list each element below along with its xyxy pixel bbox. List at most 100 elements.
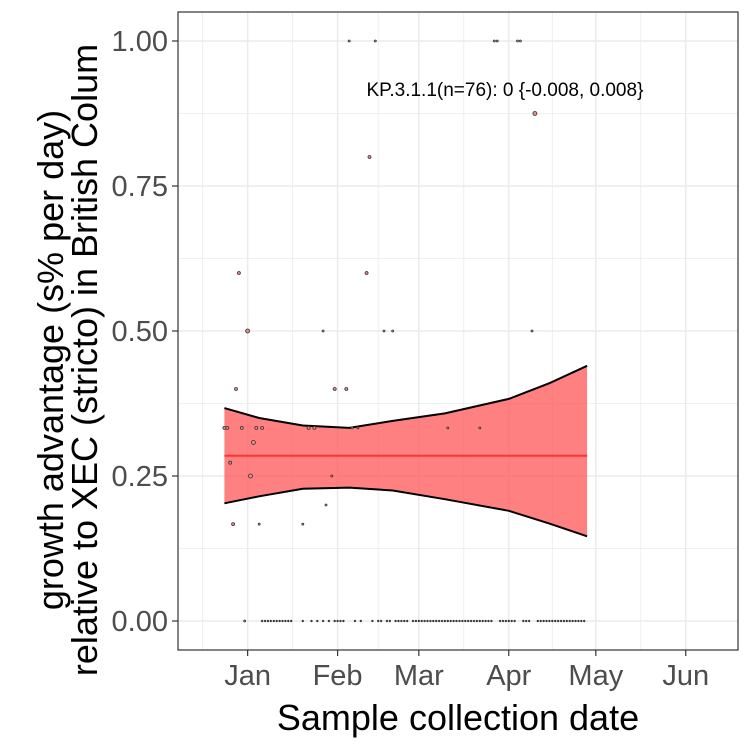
x-axis-label: Sample collection date [277,697,639,738]
data-point [281,619,284,623]
data-point [330,474,334,478]
data-point [356,426,360,430]
data-point [260,619,264,623]
data-point [301,522,305,526]
data-point [391,329,395,333]
x-tick-label: Apr [486,660,531,692]
data-point [525,619,528,623]
data-point [510,619,513,623]
data-point [507,619,510,623]
data-point [385,619,389,623]
data-point [490,619,493,623]
data-point [449,619,452,623]
y-tick-label: 0.75 [112,171,168,203]
data-point [452,619,455,623]
data-point [536,619,539,623]
data-point [481,619,484,623]
data-point [513,619,516,623]
data-point [562,619,566,623]
data-point [530,329,534,333]
y-tick-label: 0.50 [112,316,168,348]
data-point [545,619,548,623]
data-point [532,111,538,116]
data-point [458,619,461,623]
data-point [306,425,311,430]
data-point [420,619,423,623]
x-tick-label: Mar [394,660,444,692]
data-point [577,619,580,623]
data-point [574,619,577,623]
data-point [379,619,383,623]
data-point [495,39,499,43]
data-point [336,619,339,623]
confidence-band [224,365,588,537]
data-point [487,619,490,623]
data-point [321,329,325,333]
data-point [478,619,481,623]
data-point [551,619,554,623]
data-point [504,619,508,623]
data-point [501,619,505,623]
data-point [539,619,542,623]
data-point [397,619,400,623]
x-tick-label: Jan [224,660,271,692]
data-point [443,619,447,623]
data-point [406,619,409,623]
data-point [239,425,244,430]
data-point [332,387,337,391]
data-point [440,619,444,623]
data-point [333,619,336,623]
data-point [342,619,345,623]
data-point [321,619,325,623]
data-point [559,619,563,623]
y-tick-label: 0.00 [112,606,168,638]
data-point [347,39,351,43]
data-point [245,328,251,334]
data-point [254,425,259,430]
data-point [278,619,281,623]
x-tick-label: Feb [313,660,363,692]
y-axis-label-line-1: growth advantage (s% per day) [30,110,71,610]
data-point [472,619,476,623]
data-point [225,425,230,430]
data-point [571,619,574,623]
data-point [353,619,357,623]
data-point [272,619,275,623]
y-tick-label: 1.00 [112,26,168,58]
data-point [377,619,380,623]
data-point [429,619,432,623]
data-point [344,387,349,391]
y-tick-label: 0.25 [112,461,168,493]
data-point [432,619,435,623]
data-point [228,460,233,465]
data-point [371,619,374,623]
data-point [234,387,238,391]
data-point [359,619,362,623]
data-point [435,619,438,623]
data-point [565,619,568,623]
data-point [231,522,236,526]
data-point [522,619,525,623]
data-point [263,619,267,623]
data-point [455,619,458,623]
data-point [243,619,247,623]
data-point [423,619,426,623]
data-point [464,619,467,623]
band-upper-line [224,364,588,429]
data-point [411,619,415,623]
data-point [373,39,377,43]
data-point [446,426,450,430]
data-point [312,425,317,430]
data-point [290,619,293,623]
data-point [498,619,502,623]
data-point [269,619,272,623]
data-point [394,619,397,623]
panel-border [177,11,739,651]
data-point [568,619,571,623]
data-point [327,619,331,623]
x-tick-label: May [568,660,623,692]
data-point [236,271,241,275]
data-point [469,619,473,623]
data-point [414,619,418,623]
